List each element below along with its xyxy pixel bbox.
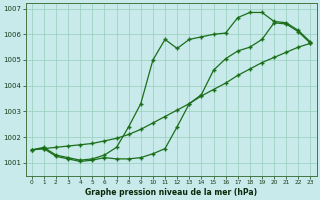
X-axis label: Graphe pression niveau de la mer (hPa): Graphe pression niveau de la mer (hPa) (85, 188, 257, 197)
